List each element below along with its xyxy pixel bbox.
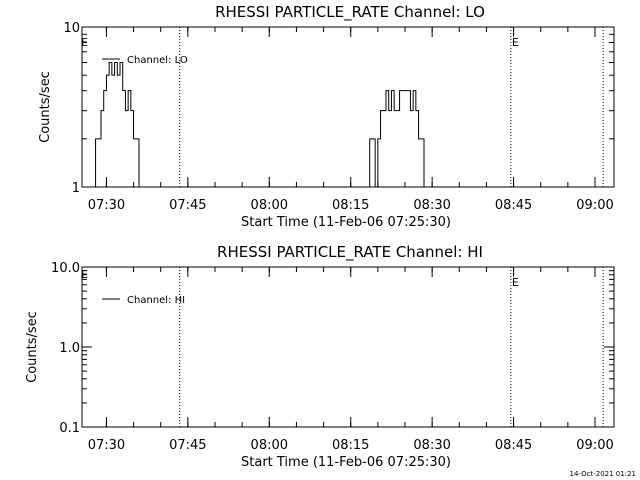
panel-hi-frame xyxy=(81,266,615,428)
x-tick-label: 09:00 xyxy=(576,198,613,213)
panel-lo-ylabel: Counts/sec xyxy=(38,71,53,143)
panel-hi-ticks: 07:30 07:45 08:00 08:15 08:30 08:45 09:00 0.1 1.… xyxy=(51,261,614,453)
panel-hi-ylabel: Counts/sec xyxy=(25,311,40,383)
footer-timestamp: 14-Oct-2021 01:21 xyxy=(570,470,636,478)
x-tick-label: 09:00 xyxy=(576,438,613,453)
x-tick-label: 08:30 xyxy=(413,438,450,453)
y-tick-label: 0.1 xyxy=(59,421,80,436)
event-marker-label: E xyxy=(512,36,519,49)
panel-lo-ticks: 07:30 07:45 08:00 08:15 08:30 08:45 09:00 1 10 xyxy=(63,21,614,213)
event-marker-label: E xyxy=(512,276,519,289)
y-tick-label: 10 xyxy=(63,21,80,36)
panel-lo-title: RHESSI PARTICLE_RATE Channel: LO xyxy=(215,3,485,22)
panel-hi: RHESSI PARTICLE_RATE Channel: HI Counts/… xyxy=(25,243,615,470)
panel-hi-legend-label: Channel: HI xyxy=(127,295,185,306)
panel-lo-legend-label: Channel: LO xyxy=(127,55,188,66)
x-tick-label: 08:45 xyxy=(495,198,532,213)
x-tick-label: 08:00 xyxy=(251,198,288,213)
panel-hi-title: RHESSI PARTICLE_RATE Channel: HI xyxy=(217,243,483,262)
y-tick-label: 1 xyxy=(72,181,80,196)
series-line-1 xyxy=(367,90,425,188)
panel-lo-frame xyxy=(81,26,615,188)
panel-hi-xlabel: Start Time (11-Feb-06 07:25:30) xyxy=(241,455,451,470)
x-tick-label: 07:45 xyxy=(169,438,206,453)
x-tick-label: 07:30 xyxy=(88,198,125,213)
x-tick-label: 07:45 xyxy=(169,198,206,213)
series-line-0 xyxy=(90,61,140,188)
panel-lo-xlabel: Start Time (11-Feb-06 07:25:30) xyxy=(241,215,451,230)
panel-lo: RHESSI PARTICLE_RATE Channel: LO Counts/… xyxy=(38,3,615,230)
x-tick-label: 08:30 xyxy=(413,198,450,213)
panel-lo-markers: E xyxy=(179,27,604,187)
y-tick-label: 10.0 xyxy=(51,261,80,276)
x-tick-label: 07:30 xyxy=(88,438,125,453)
x-tick-label: 08:15 xyxy=(332,198,369,213)
x-tick-label: 08:45 xyxy=(495,438,532,453)
panel-hi-markers: E xyxy=(179,267,604,427)
y-tick-label: 1.0 xyxy=(59,341,80,356)
x-tick-label: 08:00 xyxy=(251,438,288,453)
panel-lo-series xyxy=(90,61,425,188)
x-tick-label: 08:15 xyxy=(332,438,369,453)
